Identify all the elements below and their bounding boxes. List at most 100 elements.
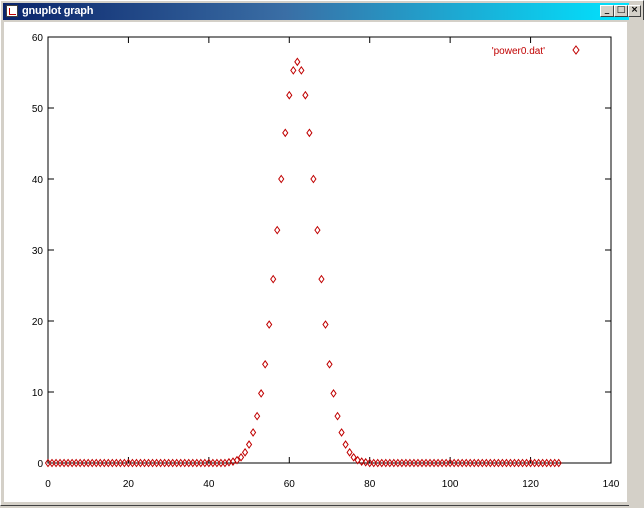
data-point [310,174,317,184]
data-point [298,66,305,75]
y-tick-label: 40 [32,175,44,186]
data-point [475,458,482,468]
y-tick-label: 50 [32,104,44,115]
data-point [406,458,414,468]
data-point [69,458,76,468]
gnuplot-app-icon[interactable] [6,5,18,17]
data-point [438,458,446,468]
data-point [447,458,454,468]
data-point [350,452,357,462]
close-button[interactable]: × [628,5,641,17]
minimize-button[interactable]: _ [600,5,614,17]
data-point [366,458,373,468]
data-point [338,428,345,437]
data-point [253,411,261,421]
data-point [535,458,542,468]
data-point [430,458,438,468]
data-point [471,458,478,468]
data-point [145,458,152,468]
data-point [64,458,72,468]
x-tick-label: 20 [123,479,135,490]
data-point [302,90,309,100]
data-point [507,458,514,468]
data-point [479,458,486,468]
data-point [499,458,506,468]
data-point [394,458,401,468]
legend-marker [572,45,580,55]
data-point [137,458,144,468]
y-tick-label: 60 [32,33,44,44]
data-point [414,458,422,468]
data-point [165,458,172,468]
data-point [105,458,112,468]
data-point [386,458,393,468]
data-point [129,458,136,468]
data-point [157,458,164,468]
data-point [141,458,148,468]
data-point [89,458,96,468]
data-point [354,455,361,465]
legend: 'power0.dat' [492,45,580,57]
data-point [342,440,349,449]
x-tick-label: 80 [364,479,376,490]
data-point [245,440,253,449]
data-point [402,458,410,468]
data-point [125,458,132,468]
data-point [322,320,329,329]
data-point [306,128,313,138]
data-point [418,458,426,468]
data-point [205,458,212,468]
data-point [495,458,502,468]
chart-svg: 0 20 40 60 80 100 120 140 0 10 20 30 40 50 60 'power0… [32,33,620,490]
desktop-edge [629,20,644,508]
data-point [262,359,269,369]
data-point [77,458,84,468]
data-point [213,458,221,468]
y-axis-ticks: 0 10 20 30 40 50 60 [32,33,611,470]
data-point [113,458,120,468]
data-point [249,428,257,437]
data-point [451,458,458,468]
data-point [555,458,562,468]
title-bar[interactable]: gnuplot graph _ □ × [3,3,641,20]
maximize-button[interactable]: □ [614,5,628,17]
data-point [455,458,462,468]
x-axis-ticks: 0 20 40 60 80 100 120 140 [45,37,620,490]
data-point [334,411,341,421]
data-point [346,447,353,457]
data-point [197,458,204,468]
data-point [398,458,406,468]
data-point [117,458,124,468]
data-point [503,458,510,468]
data-point [193,458,200,468]
data-point [101,458,108,468]
data-point [48,458,56,468]
data-point [382,458,389,468]
window-title: gnuplot graph [22,5,94,17]
data-point [44,458,52,468]
data-point [237,452,245,462]
data-point [258,389,265,398]
plot-border [47,36,612,464]
data-point [233,455,241,465]
plot-area: 0 20 40 60 80 100 120 140 0 10 20 30 40 50 60 'power0… [4,22,627,502]
data-point [161,458,168,468]
data-point [531,458,538,468]
x-tick-label: 100 [442,479,459,490]
data-point [185,458,192,468]
data-point [173,458,180,468]
data-point [390,458,397,468]
data-point [290,66,297,75]
data-point [121,458,128,468]
data-point [463,458,470,468]
data-point [434,458,442,468]
data-point [523,458,530,468]
data-point [519,458,526,468]
data-point [426,458,434,468]
data-point [326,359,333,369]
data-point [181,458,188,468]
data-point [539,458,546,468]
data-point [278,174,285,184]
data-point [201,458,208,468]
